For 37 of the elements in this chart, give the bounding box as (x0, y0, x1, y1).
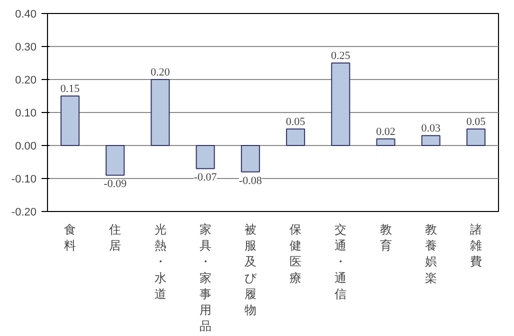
y-tick-label: -0.20 (11, 206, 37, 218)
bar (376, 138, 396, 146)
x-tick-label: 住居 (108, 222, 122, 253)
data-label: 0.03 (421, 122, 441, 135)
x-tick-label: 家具・家事用品 (199, 222, 212, 334)
bar (106, 145, 125, 176)
x-tick-label: 食料 (64, 222, 76, 253)
data-label: 0.05 (286, 116, 306, 128)
y-tick-label: -0.10 (11, 174, 37, 186)
data-label: 0.02 (376, 126, 396, 138)
y-tick-label: 0.30 (15, 42, 37, 54)
data-label: 0.20 (150, 66, 170, 78)
y-tick-label: 0.40 (15, 8, 37, 20)
data-label: 0.15 (60, 83, 80, 95)
data-label: -0.08 (238, 174, 262, 187)
x-tick-label: 諸雑費 (470, 222, 482, 269)
x-tick-label: 保健医療 (290, 222, 302, 285)
bar (196, 145, 215, 170)
x-tick-label: 被服及び履物 (244, 222, 258, 317)
y-tick-label: 0.00 (15, 140, 37, 152)
y-tick-label: 0.10 (15, 108, 37, 120)
bar (150, 79, 170, 146)
data-label: -0.09 (104, 178, 128, 190)
bar (240, 145, 260, 172)
data-label: -0.07 (194, 172, 218, 184)
bar (286, 128, 306, 146)
y-tick-label: 0.20 (15, 74, 37, 86)
x-tick-label: 光熱・水道 (154, 222, 166, 301)
data-label: 0.25 (331, 50, 351, 62)
bar (60, 96, 80, 146)
x-tick-label: 教育 (380, 222, 392, 253)
bar (466, 128, 486, 146)
x-tick-label: 交通・通信 (334, 222, 347, 301)
bar (421, 135, 440, 146)
x-tick-label: 教養娯楽 (424, 222, 437, 285)
bar (331, 62, 350, 146)
data-label: 0.05 (466, 116, 486, 128)
